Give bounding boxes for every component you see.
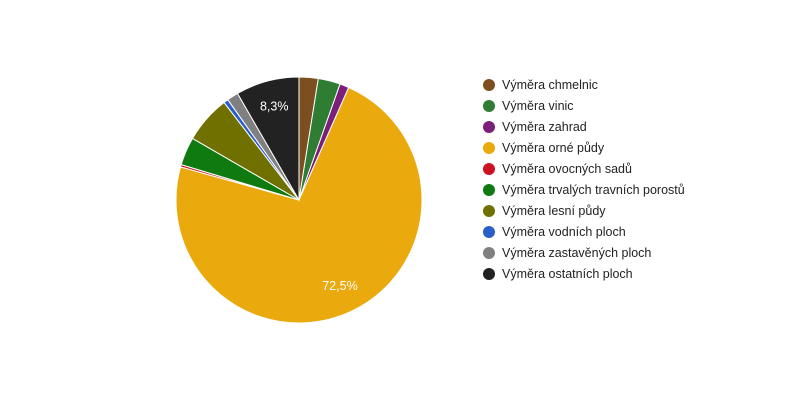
pie-slice-vymera-ostatnich-ploch[interactable] — [236, 76, 300, 202]
legend-item-vymera-zahrad[interactable]: Výměra zahrad — [483, 116, 685, 137]
legend-swatch — [483, 162, 495, 175]
legend-label: Výměra vodních ploch — [502, 224, 626, 239]
legend-label: Výměra orné půdy — [502, 140, 605, 155]
pie-slice-vymera-orne-pudy[interactable] — [175, 86, 423, 324]
legend-swatch — [483, 120, 495, 133]
legend-label: Výměra vinic — [502, 98, 574, 113]
legend-label: Výměra ovocných sadů — [502, 161, 632, 176]
legend-item-vymera-ovocnych-sadu[interactable]: Výměra ovocných sadů — [483, 158, 685, 179]
legend-item-vymera-zastavenych-ploch[interactable]: Výměra zastavěných ploch — [483, 242, 685, 263]
data-label-vymera-orne-pudy: 72,5% — [322, 279, 357, 293]
legend-item-vymera-chmelnic[interactable]: Výměra chmelnic — [483, 74, 685, 95]
legend-swatch — [483, 99, 495, 112]
legend-swatch — [483, 204, 495, 217]
legend-label: Výměra chmelnic — [502, 77, 598, 92]
legend-item-vymera-orne-pudy[interactable]: Výměra orné půdy — [483, 137, 685, 158]
pie-data-labels: 72,5% 8,3% — [260, 100, 358, 293]
legend: Výměra chmelnic Výměra vinic Výměra zahrad… — [483, 74, 685, 284]
legend-swatch — [483, 78, 495, 91]
legend-label: Výměra lesní půdy — [502, 203, 606, 218]
legend-item-vymera-lesni-pudy[interactable]: Výměra lesní půdy — [483, 200, 685, 221]
legend-label: Výměra ostatních ploch — [502, 266, 633, 281]
legend-item-vymera-vodnich-ploch[interactable]: Výměra vodních ploch — [483, 221, 685, 242]
legend-swatch — [483, 225, 495, 238]
legend-label: Výměra zahrad — [502, 119, 587, 134]
legend-item-vymera-vinic[interactable]: Výměra vinic — [483, 95, 685, 116]
legend-label: Výměra trvalých travních porostů — [502, 182, 685, 197]
legend-item-vymera-trvalych-travnich-porostu[interactable]: Výměra trvalých travních porostů — [483, 179, 685, 200]
legend-item-vymera-ostatnich-ploch[interactable]: Výměra ostatních ploch — [483, 263, 685, 284]
legend-swatch — [483, 141, 495, 154]
legend-swatch — [483, 183, 495, 196]
legend-swatch — [483, 246, 495, 259]
data-label-vymera-ostatnich-ploch: 8,3% — [260, 100, 289, 114]
pie-slices — [175, 76, 423, 324]
legend-label: Výměra zastavěných ploch — [502, 245, 652, 260]
legend-swatch — [483, 267, 495, 280]
